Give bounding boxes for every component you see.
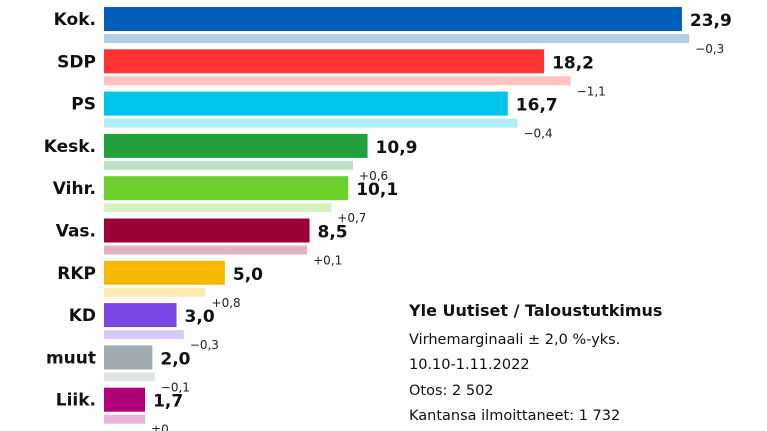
value-label: 5,0 (233, 265, 263, 285)
previous-bar (104, 160, 354, 170)
bar (104, 345, 153, 370)
change-label: +0,7 (337, 211, 366, 225)
change-label: −0,3 (190, 338, 219, 352)
change-label: −0,4 (523, 127, 552, 141)
change-label: +0,6 (359, 169, 388, 183)
previous-bar (104, 245, 308, 255)
value-label: 1,7 (153, 392, 183, 412)
info-title: Yle Uutiset / Taloustutkimus (409, 301, 663, 320)
party-label: Kok. (54, 10, 96, 30)
info-respondents: Kantansa ilmoittaneet: 1 732 (409, 408, 621, 424)
value-label: 3,0 (185, 307, 215, 327)
bar (104, 218, 310, 243)
change-label: +0,1 (313, 254, 342, 268)
previous-bar (104, 34, 690, 43)
party-label: Kesk. (44, 137, 96, 157)
previous-bar (104, 118, 518, 128)
party-label: KD (69, 306, 96, 326)
bar (104, 91, 508, 116)
previous-bar (104, 414, 146, 424)
previous-bar (104, 287, 206, 297)
change-label: −0,3 (695, 42, 724, 56)
bar (104, 260, 225, 285)
bar (104, 7, 682, 31)
bar (104, 387, 146, 412)
party-label: Vihr. (53, 179, 96, 199)
party-label: muut (46, 348, 96, 368)
bar (104, 303, 177, 328)
info-margin: Virhemarginaali ± 2,0 %-yks. (409, 331, 621, 348)
bar (104, 176, 349, 201)
party-label: SDP (57, 52, 96, 72)
change-label: −1,1 (577, 84, 606, 98)
value-label: 16,7 (516, 96, 558, 116)
value-label: 23,9 (690, 11, 732, 31)
bar (104, 49, 545, 74)
info-box: Yle Uutiset / Taloustutkimus Virhemargin… (409, 298, 662, 430)
value-label: 8,5 (318, 223, 348, 243)
info-sample: Otos: 2 502 (409, 382, 494, 399)
change-label: +0,8 (212, 296, 241, 310)
party-label: Vas. (56, 222, 96, 242)
bar (104, 133, 368, 158)
change-label: −0,1 (161, 380, 190, 394)
info-dates: 10.10-1.11.2022 (409, 357, 530, 373)
value-label: 10,1 (356, 180, 398, 200)
change-label: ±0 (151, 423, 169, 431)
value-label: 2,0 (160, 349, 190, 369)
party-label: PS (71, 95, 96, 115)
party-label: RKP (57, 264, 96, 284)
previous-bar (104, 203, 332, 213)
value-label: 18,2 (552, 53, 594, 73)
previous-bar (104, 372, 155, 382)
previous-bar (104, 330, 184, 340)
party-label: Liik. (56, 391, 96, 411)
value-label: 10,9 (376, 138, 418, 158)
previous-bar (104, 76, 571, 86)
